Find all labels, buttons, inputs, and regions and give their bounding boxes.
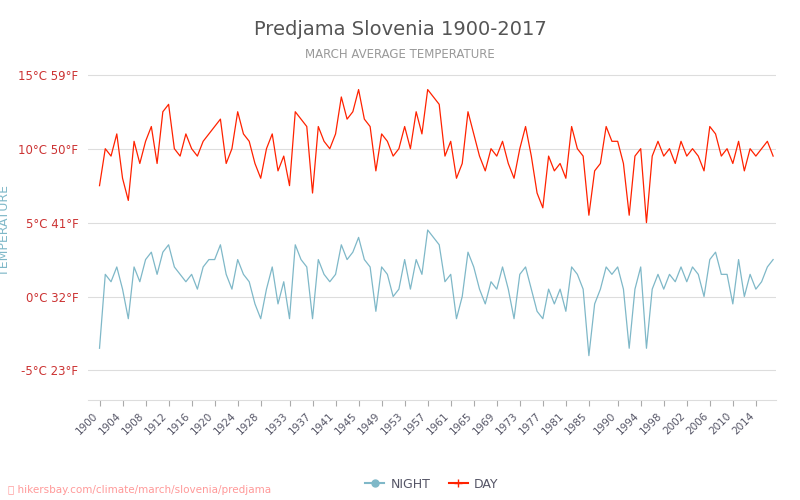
Legend: NIGHT, DAY: NIGHT, DAY [361,472,503,496]
Y-axis label: TEMPERATURE: TEMPERATURE [0,184,11,276]
Text: 📍 hikersbay.com/climate/march/slovenia/predjama: 📍 hikersbay.com/climate/march/slovenia/p… [8,485,271,495]
Text: Predjama Slovenia 1900-2017: Predjama Slovenia 1900-2017 [254,20,546,39]
Text: MARCH AVERAGE TEMPERATURE: MARCH AVERAGE TEMPERATURE [305,48,495,60]
